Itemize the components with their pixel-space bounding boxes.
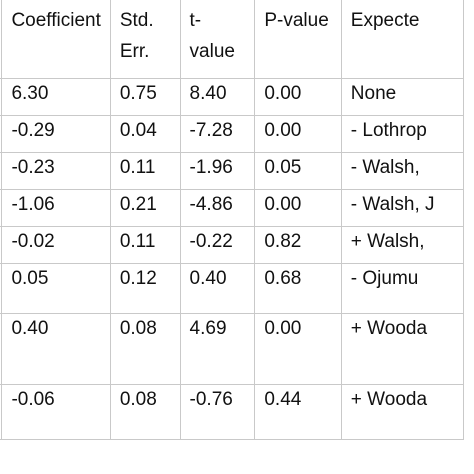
table-row: -0.29 0.04 -7.28 0.00 - Lothrop <box>0 115 465 153</box>
coefficient-cell: -0.29 <box>1 115 111 153</box>
expected-cell: + Wooda <box>340 313 465 385</box>
p-value-cell: 0.00 <box>254 115 342 153</box>
std-err-cell: 0.75 <box>109 78 181 116</box>
t-value-cell: -1.96 <box>179 152 256 190</box>
table-row: -0.02 0.11 -0.22 0.82 + Walsh, <box>0 226 465 264</box>
p-value-cell: 0.82 <box>254 226 342 264</box>
std-err-cell: 0.11 <box>109 226 181 264</box>
t-value-cell: -4.86 <box>179 189 256 227</box>
table-row: 0.40 0.08 4.69 0.00 + Wooda <box>0 313 465 385</box>
coefficient-cell: -0.06 <box>1 384 111 440</box>
regression-table: Coefficient Std. Err. t-value P-value Exp… <box>0 0 465 440</box>
header-std-err: Std. Err. <box>109 0 181 79</box>
t-value-cell: -0.76 <box>179 384 256 440</box>
table-row: -0.23 0.11 -1.96 0.05 - Walsh, <box>0 152 465 190</box>
header-t-value: t-value <box>179 0 256 79</box>
t-value-cell: 0.40 <box>179 263 256 314</box>
std-err-cell: 0.11 <box>109 152 181 190</box>
coefficient-cell: -0.23 <box>1 152 111 190</box>
expected-cell: + Wooda <box>340 384 465 440</box>
t-value-cell: -7.28 <box>179 115 256 153</box>
p-value-cell: 0.00 <box>254 189 342 227</box>
std-err-cell: 0.21 <box>109 189 181 227</box>
t-value-cell: -0.22 <box>179 226 256 264</box>
p-value-cell: 0.44 <box>254 384 342 440</box>
std-err-cell: 0.08 <box>109 313 181 385</box>
std-err-cell: 0.12 <box>109 263 181 314</box>
std-err-cell: 0.04 <box>109 115 181 153</box>
table-row: -0.06 0.08 -0.76 0.44 + Wooda <box>0 384 465 440</box>
table-row: 6.30 0.75 8.40 0.00 None <box>0 78 465 116</box>
expected-cell: - Walsh, <box>340 152 465 190</box>
expected-cell: + Walsh, <box>340 226 465 264</box>
header-row: Coefficient Std. Err. t-value P-value Exp… <box>0 0 465 79</box>
coefficient-cell: -0.02 <box>1 226 111 264</box>
expected-cell: - Walsh, J <box>340 189 465 227</box>
p-value-cell: 0.00 <box>254 78 342 116</box>
coefficient-cell: -1.06 <box>1 189 111 227</box>
table-row: -1.06 0.21 -4.86 0.00 - Walsh, J <box>0 189 465 227</box>
p-value-cell: 0.00 <box>254 313 342 385</box>
std-err-cell: 0.08 <box>109 384 181 440</box>
expected-cell: - Lothrop <box>340 115 465 153</box>
header-coefficient: Coefficient <box>1 0 111 79</box>
t-value-cell: 4.69 <box>179 313 256 385</box>
header-expected: Expecte <box>340 0 465 79</box>
p-value-cell: 0.05 <box>254 152 342 190</box>
p-value-cell: 0.68 <box>254 263 342 314</box>
expected-cell: - Ojumu <box>340 263 465 314</box>
table-row: 0.05 0.12 0.40 0.68 - Ojumu <box>0 263 465 314</box>
expected-cell: None <box>340 78 465 116</box>
t-value-cell: 8.40 <box>179 78 256 116</box>
coefficient-cell: 0.05 <box>1 263 111 314</box>
coefficient-cell: 6.30 <box>1 78 111 116</box>
coefficient-cell: 0.40 <box>1 313 111 385</box>
header-p-value: P-value <box>254 0 342 79</box>
